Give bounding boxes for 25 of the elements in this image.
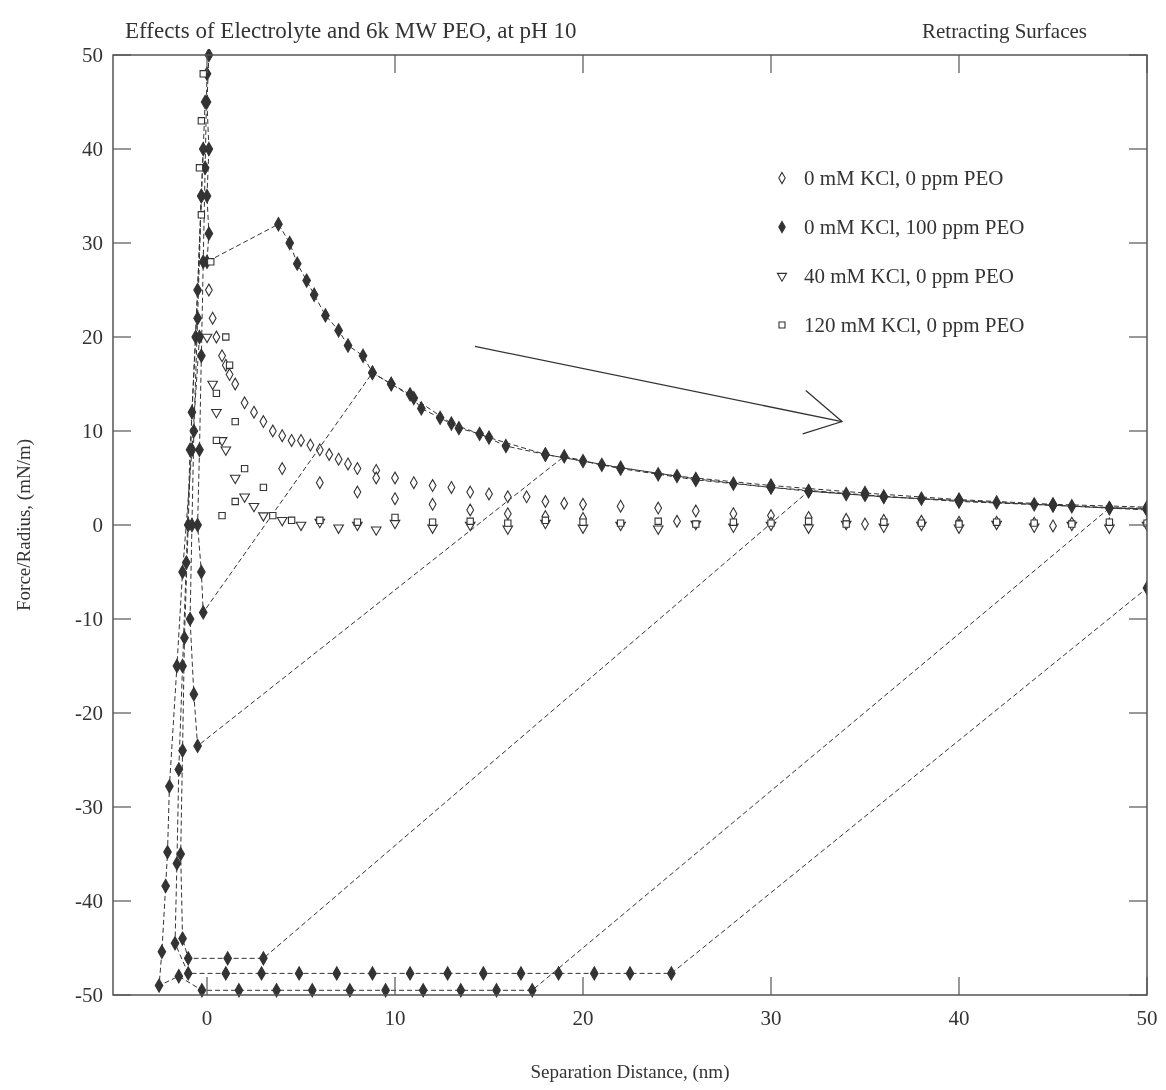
y-tick-label: 30: [82, 231, 103, 255]
legend-label: 0 mM KCl, 0 ppm PEO: [804, 166, 1004, 190]
y-tick-label: 50: [82, 43, 103, 67]
chart-title: Effects of Electrolyte and 6k MW PEO, at pH 10: [125, 18, 577, 43]
x-tick-label: 20: [572, 1006, 594, 1030]
y-tick-label: -50: [75, 983, 103, 1007]
x-tick-label: 50: [1136, 1006, 1158, 1030]
text: Retracting Surfaces: [921, 19, 1087, 43]
legend-label: 120 mM KCl, 0 ppm PEO: [804, 313, 1025, 337]
y-tick-label: 10: [82, 419, 103, 443]
x-tick-label: 10: [384, 1006, 406, 1030]
y-tick-label: -20: [75, 701, 103, 725]
y-axis-title: Force/Radius, (mN/m): [13, 438, 35, 612]
x-axis-title: Separation Distance, (nm): [530, 1061, 730, 1083]
y-tick-label: -30: [75, 795, 103, 819]
y-tick-label: -10: [75, 607, 103, 631]
y-tick-label: 0: [92, 513, 103, 537]
x-tick-label: 30: [760, 1006, 782, 1030]
y-tick-label: 40: [82, 137, 103, 161]
legend-label: 0 mM KCl, 100 ppm PEO: [804, 215, 1025, 239]
x-tick-label: 0: [201, 1006, 213, 1030]
x-tick-label: 40: [948, 1006, 970, 1030]
y-tick-label: -40: [75, 889, 103, 913]
legend-label: 40 mM KCl, 0 ppm PEO: [804, 264, 1015, 288]
y-tick-label: 20: [82, 325, 103, 349]
